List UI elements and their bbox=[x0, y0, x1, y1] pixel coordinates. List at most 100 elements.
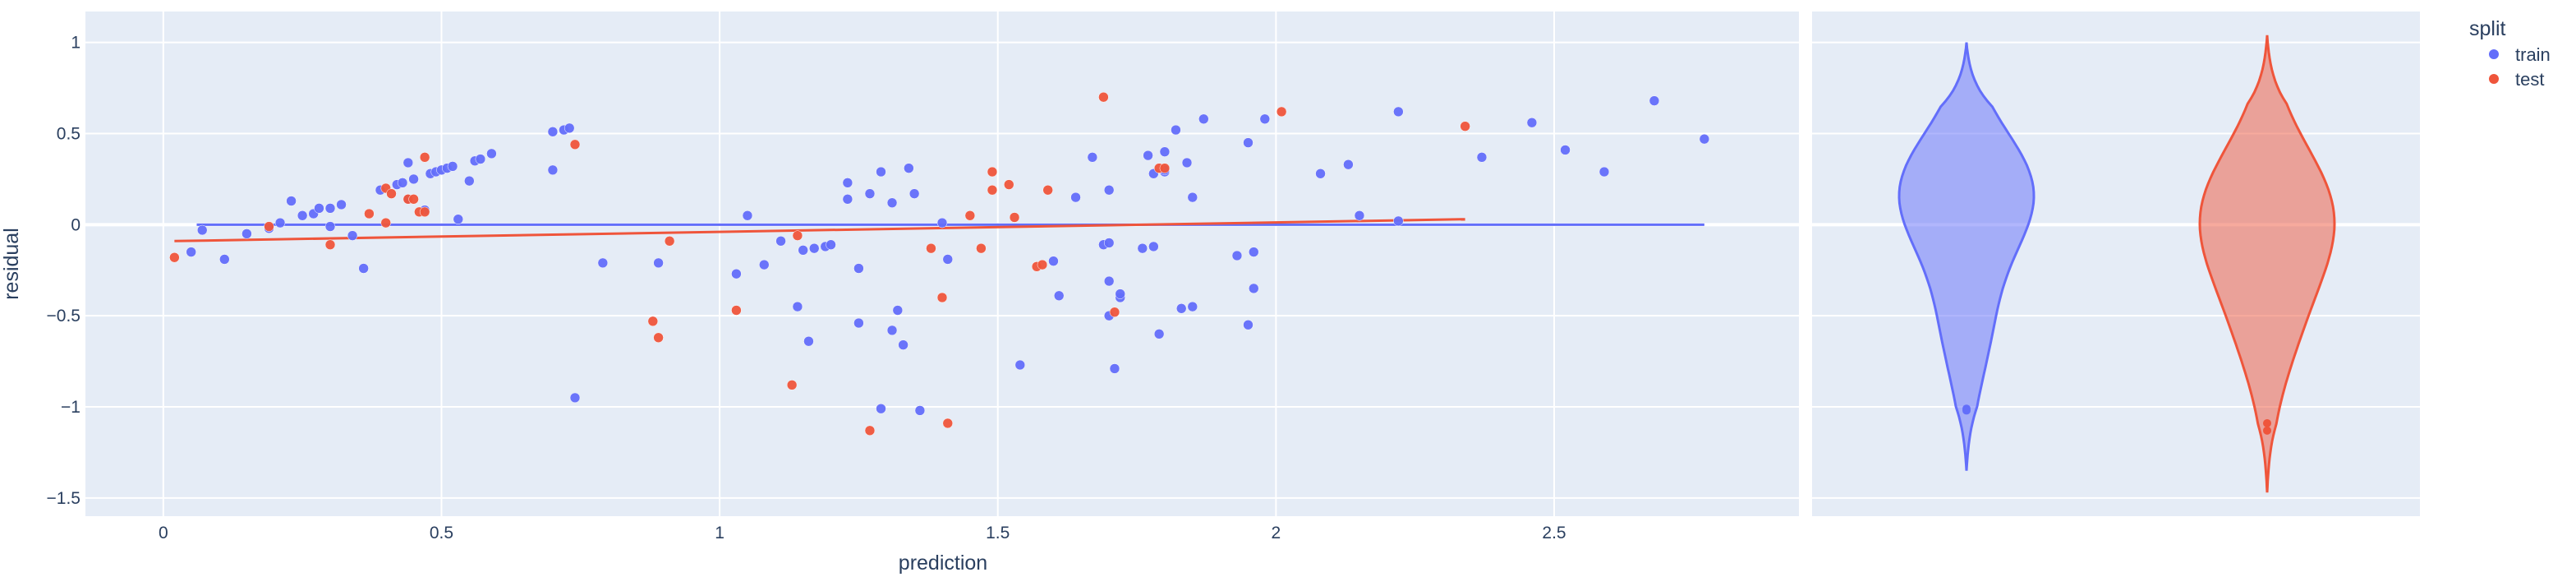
point-train[interactable] bbox=[853, 263, 864, 274]
point-train[interactable] bbox=[886, 197, 898, 208]
point-test[interactable] bbox=[419, 206, 430, 218]
point-train[interactable] bbox=[196, 224, 208, 236]
point-train[interactable] bbox=[453, 214, 464, 224]
point-train[interactable] bbox=[876, 166, 886, 178]
point-train[interactable] bbox=[1231, 250, 1243, 261]
point-test[interactable] bbox=[364, 208, 375, 219]
point-train[interactable] bbox=[1393, 215, 1404, 227]
point-train[interactable] bbox=[1048, 256, 1059, 266]
point-train[interactable] bbox=[358, 263, 369, 274]
point-test[interactable] bbox=[264, 221, 274, 232]
point-train[interactable] bbox=[297, 210, 308, 221]
point-train[interactable] bbox=[475, 154, 486, 164]
point-train[interactable] bbox=[1259, 113, 1271, 125]
point-train[interactable] bbox=[1343, 159, 1354, 170]
point-test[interactable] bbox=[653, 332, 664, 344]
point-train[interactable] bbox=[1014, 359, 1026, 371]
violin-outlier-train[interactable] bbox=[1962, 406, 1971, 415]
point-train[interactable] bbox=[808, 242, 820, 254]
point-train[interactable] bbox=[898, 339, 908, 350]
point-test[interactable] bbox=[864, 425, 876, 436]
point-train[interactable] bbox=[447, 161, 458, 172]
point-train[interactable] bbox=[1476, 152, 1488, 163]
point-train[interactable] bbox=[1137, 242, 1148, 254]
point-train[interactable] bbox=[826, 239, 836, 250]
point-train[interactable] bbox=[1198, 113, 1209, 125]
point-test[interactable] bbox=[169, 252, 180, 263]
point-train[interactable] bbox=[408, 173, 419, 185]
point-train[interactable] bbox=[1649, 95, 1660, 106]
point-test[interactable] bbox=[408, 194, 419, 205]
point-train[interactable] bbox=[908, 188, 920, 199]
legend-test-label[interactable]: test bbox=[2515, 69, 2544, 90]
point-train[interactable] bbox=[1175, 303, 1187, 314]
point-test[interactable] bbox=[987, 184, 998, 196]
point-train[interactable] bbox=[942, 254, 954, 265]
point-test[interactable] bbox=[1098, 91, 1109, 103]
point-train[interactable] bbox=[464, 175, 475, 187]
point-test[interactable] bbox=[936, 292, 948, 303]
point-test[interactable] bbox=[1159, 163, 1171, 173]
point-test[interactable] bbox=[964, 210, 976, 221]
point-train[interactable] bbox=[1249, 247, 1259, 257]
point-train[interactable] bbox=[1103, 184, 1115, 196]
point-test[interactable] bbox=[926, 242, 936, 254]
point-train[interactable] bbox=[892, 305, 904, 316]
point-test[interactable] bbox=[1276, 106, 1287, 118]
point-test[interactable] bbox=[380, 217, 391, 228]
point-train[interactable] bbox=[1560, 145, 1571, 155]
point-train[interactable] bbox=[1243, 137, 1254, 148]
point-train[interactable] bbox=[853, 317, 864, 329]
point-train[interactable] bbox=[547, 127, 559, 137]
point-train[interactable] bbox=[876, 403, 886, 414]
point-train[interactable] bbox=[1109, 363, 1120, 374]
point-test[interactable] bbox=[324, 239, 336, 250]
point-train[interactable] bbox=[1153, 329, 1165, 339]
point-train[interactable] bbox=[1171, 124, 1181, 136]
point-train[interactable] bbox=[842, 178, 853, 188]
point-train[interactable] bbox=[397, 178, 408, 188]
point-train[interactable] bbox=[653, 257, 664, 269]
point-train[interactable] bbox=[1143, 150, 1153, 161]
legend-train-marker[interactable] bbox=[2489, 49, 2499, 59]
point-train[interactable] bbox=[1598, 166, 1610, 178]
point-train[interactable] bbox=[219, 254, 230, 265]
point-train[interactable] bbox=[274, 217, 286, 228]
point-train[interactable] bbox=[1249, 283, 1259, 294]
point-train[interactable] bbox=[1354, 210, 1365, 221]
point-train[interactable] bbox=[242, 228, 252, 239]
point-train[interactable] bbox=[1103, 275, 1115, 287]
point-test[interactable] bbox=[792, 230, 803, 241]
point-test[interactable] bbox=[1109, 307, 1120, 317]
point-train[interactable] bbox=[742, 210, 753, 221]
point-test[interactable] bbox=[731, 305, 742, 316]
point-train[interactable] bbox=[904, 163, 914, 173]
point-train[interactable] bbox=[842, 194, 853, 205]
point-train[interactable] bbox=[597, 257, 609, 269]
legend-test-marker[interactable] bbox=[2489, 74, 2499, 84]
point-test[interactable] bbox=[987, 166, 998, 178]
point-train[interactable] bbox=[1053, 290, 1065, 302]
point-train[interactable] bbox=[1315, 168, 1326, 179]
violin-outlier-test[interactable] bbox=[2263, 426, 2271, 435]
point-train[interactable] bbox=[864, 188, 876, 199]
point-train[interactable] bbox=[186, 247, 196, 257]
point-train[interactable] bbox=[1115, 288, 1125, 299]
point-train[interactable] bbox=[324, 221, 336, 232]
point-train[interactable] bbox=[1393, 106, 1404, 118]
point-train[interactable] bbox=[1699, 133, 1710, 145]
point-train[interactable] bbox=[792, 301, 803, 312]
legend-train-label[interactable]: train bbox=[2515, 44, 2551, 65]
point-train[interactable] bbox=[1187, 301, 1198, 312]
point-train[interactable] bbox=[1187, 192, 1198, 203]
point-train[interactable] bbox=[1087, 152, 1098, 163]
point-train[interactable] bbox=[1070, 192, 1081, 203]
point-train[interactable] bbox=[314, 203, 324, 214]
point-test[interactable] bbox=[664, 236, 675, 247]
point-test[interactable] bbox=[1004, 179, 1014, 190]
point-train[interactable] bbox=[775, 236, 786, 247]
point-test[interactable] bbox=[386, 188, 397, 199]
violin-outlier-test[interactable] bbox=[2263, 418, 2271, 427]
point-test[interactable] bbox=[1009, 212, 1020, 223]
point-train[interactable] bbox=[886, 325, 898, 336]
